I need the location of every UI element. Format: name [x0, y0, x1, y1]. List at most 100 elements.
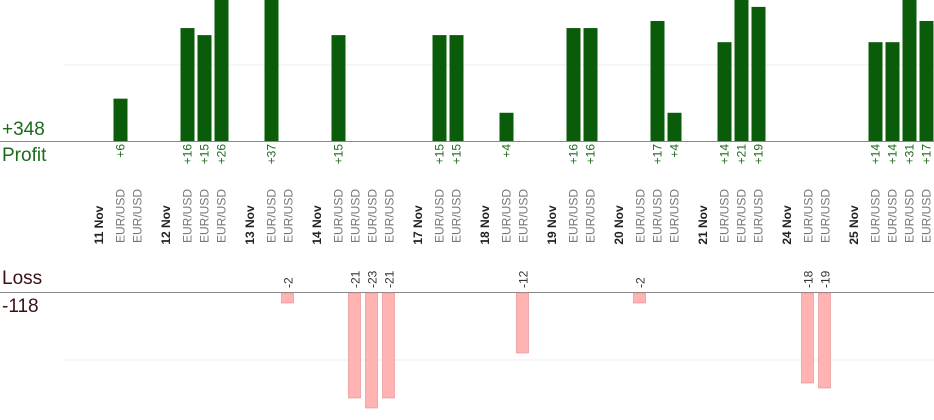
symbol-label: EUR/USD: [668, 189, 682, 243]
data-label: +17: [651, 144, 665, 165]
symbol-label: EUR/USD: [819, 189, 833, 243]
data-label: +15: [332, 144, 346, 165]
symbol-label: EUR/USD: [433, 189, 447, 243]
profit-bar: [868, 42, 883, 142]
symbol-label: EUR/USD: [886, 189, 900, 243]
loss-bar: [382, 292, 395, 399]
profit-bar: [214, 0, 229, 141]
loss-bar: [633, 292, 646, 304]
date-label: 14 Nov: [310, 205, 324, 245]
data-label: -12: [517, 270, 531, 288]
profit-bar: [717, 42, 732, 142]
data-label: +31: [903, 144, 917, 165]
profit-bar: [919, 21, 934, 141]
symbol-label: EUR/USD: [332, 189, 346, 243]
symbol-label: EUR/USD: [383, 189, 397, 243]
data-label: -2: [282, 277, 296, 288]
loss-bar: [801, 292, 814, 384]
symbol-label: EUR/USD: [114, 189, 128, 243]
profit-bar: [650, 21, 665, 141]
profit-bar: [751, 6, 766, 141]
date-label: 19 Nov: [545, 205, 559, 245]
symbol-label: EUR/USD: [450, 189, 464, 243]
date-label: 20 Nov: [612, 205, 626, 245]
data-label: +15: [198, 144, 212, 165]
profit-bar: [667, 112, 682, 141]
profit-bar: [264, 0, 279, 141]
loss-bar: [516, 292, 529, 354]
data-label: +4: [668, 144, 682, 158]
loss-bar: [365, 292, 378, 409]
profit-bar: [449, 35, 464, 141]
data-label: +14: [718, 144, 732, 165]
data-label: +14: [886, 144, 900, 165]
data-label: +37: [265, 144, 279, 165]
data-label: -21: [383, 270, 397, 288]
data-label: -21: [349, 270, 363, 288]
date-label: 12 Nov: [159, 205, 173, 245]
profit-bar: [583, 28, 598, 141]
profit-bar: [432, 35, 447, 141]
data-label: +21: [735, 144, 749, 165]
symbol-label: EUR/USD: [567, 189, 581, 243]
symbol-label: EUR/USD: [584, 189, 598, 243]
symbol-label: EUR/USD: [752, 189, 766, 243]
data-label: +4: [500, 144, 514, 158]
date-label: 25 Nov: [847, 205, 861, 245]
profit-bar: [331, 35, 346, 141]
data-label: +16: [181, 144, 195, 165]
data-label: +17: [920, 144, 934, 165]
symbol-label: EUR/USD: [651, 189, 665, 243]
profit-bar: [180, 28, 195, 141]
symbol-label: EUR/USD: [500, 189, 514, 243]
profit-bar: [499, 112, 514, 141]
symbol-label: EUR/USD: [215, 189, 229, 243]
data-label: +16: [567, 144, 581, 165]
date-label: 13 Nov: [243, 205, 257, 245]
symbol-label: EUR/USD: [517, 189, 531, 243]
profit-bar: [885, 42, 900, 142]
symbol-label: EUR/USD: [181, 189, 195, 243]
symbol-label: EUR/USD: [903, 189, 917, 243]
data-label: +15: [450, 144, 464, 165]
loss-label: Loss: [2, 268, 43, 289]
data-label: -19: [819, 270, 833, 288]
data-label: +19: [752, 144, 766, 165]
date-label: 21 Nov: [696, 205, 710, 245]
data-label: -18: [802, 270, 816, 288]
profit-total: +348: [2, 119, 45, 140]
symbol-label: EUR/USD: [802, 189, 816, 243]
symbol-label: EUR/USD: [198, 189, 212, 243]
symbol-label: EUR/USD: [869, 189, 883, 243]
loss-bar: [281, 292, 294, 304]
data-label: -23: [366, 270, 380, 288]
symbol-label: EUR/USD: [349, 189, 363, 243]
loss-bar: [348, 292, 361, 399]
profit-bar: [197, 35, 212, 141]
profit-bar: [902, 0, 917, 141]
data-label: +15: [433, 144, 447, 165]
symbol-label: EUR/USD: [131, 189, 145, 243]
symbol-label: EUR/USD: [634, 189, 648, 243]
data-label: +16: [584, 144, 598, 165]
data-label: +26: [215, 144, 229, 165]
symbol-label: EUR/USD: [735, 189, 749, 243]
symbol-label: EUR/USD: [718, 189, 732, 243]
symbol-label: EUR/USD: [920, 189, 934, 243]
date-label: 24 Nov: [780, 205, 794, 245]
symbol-label: EUR/USD: [366, 189, 380, 243]
date-label: 17 Nov: [411, 205, 425, 245]
profit-label: Profit: [2, 145, 47, 166]
profit-bar: [734, 0, 749, 141]
data-label: +6: [114, 144, 128, 158]
loss-total: -118: [2, 296, 39, 317]
symbol-label: EUR/USD: [282, 189, 296, 243]
data-label: -2: [634, 277, 648, 288]
profit-bar: [566, 28, 581, 141]
data-label: +14: [869, 144, 883, 165]
profit-bar: [113, 98, 128, 141]
loss-bar: [818, 292, 831, 389]
date-label: 11 Nov: [92, 205, 106, 244]
symbol-label: EUR/USD: [265, 189, 279, 243]
